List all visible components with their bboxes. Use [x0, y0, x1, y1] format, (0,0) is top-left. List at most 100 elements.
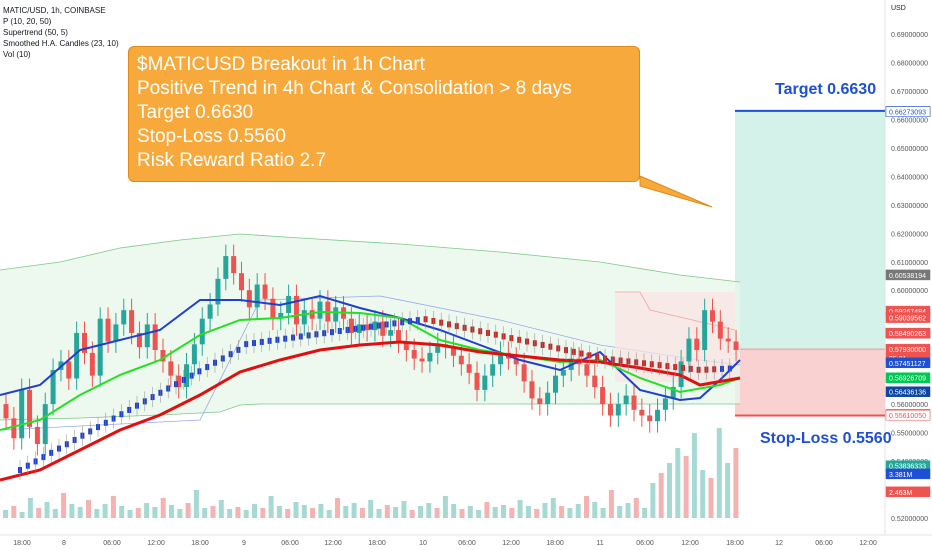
volume-bar	[675, 448, 681, 518]
volume-bar	[326, 510, 332, 518]
volume-bar	[409, 510, 415, 518]
volume-bar	[218, 500, 224, 518]
volume-bar	[343, 506, 349, 518]
candle-body	[317, 301, 323, 319]
candle-body	[733, 341, 739, 351]
candle-body	[66, 361, 72, 379]
candle-body	[152, 324, 158, 351]
volume-bar	[335, 498, 340, 518]
price-tag	[885, 357, 931, 369]
upper-envelope-line	[0, 233, 741, 283]
volume-bar	[567, 508, 573, 518]
volume-bar	[625, 503, 631, 518]
volume-bar	[202, 508, 208, 518]
volume-bar	[285, 509, 291, 518]
price-tick-label: 0.55000000	[891, 431, 928, 438]
price-tag	[885, 312, 931, 323]
target-label[interactable]: Target 0.6630	[775, 81, 877, 98]
candle-body	[82, 332, 87, 353]
candle-body	[19, 389, 25, 439]
volume-bar	[550, 498, 556, 518]
volume-bar	[19, 512, 25, 518]
price-tag-text: 0.60538194	[889, 273, 926, 280]
candle-body	[639, 409, 645, 416]
candle-body	[74, 332, 80, 379]
price-tick-label: 0.69000000	[891, 32, 928, 39]
volume-bar	[27, 498, 33, 518]
candle-body	[42, 404, 48, 444]
candle-body	[600, 387, 606, 405]
candle-body	[396, 330, 401, 342]
indicator-supertrend[interactable]: Supertrend (50, 5)	[3, 28, 68, 37]
candle-body	[521, 364, 527, 382]
price-tick-label: 0.66000000	[891, 117, 928, 124]
candle-body	[607, 404, 613, 416]
candle-body	[333, 307, 339, 322]
candle-body	[309, 310, 315, 319]
candle-body	[631, 395, 637, 410]
trade-idea-callout[interactable]: $MATICUSD Breakout in 1h Chart Positive …	[128, 46, 640, 182]
volume-bar	[467, 506, 473, 518]
candle-body	[231, 256, 237, 274]
volume-bar	[542, 503, 548, 518]
volume-bar	[210, 506, 216, 518]
volume-bar	[617, 506, 623, 518]
volume-bar	[252, 504, 257, 518]
stop-loss-label[interactable]: Stop-Loss 0.5560	[760, 430, 892, 447]
volume-bar	[318, 504, 324, 518]
price-tag	[885, 106, 931, 117]
candle-body	[623, 395, 629, 405]
candle-body	[513, 358, 519, 365]
volume-bar	[44, 502, 50, 518]
price-tag	[885, 327, 931, 339]
price-tag-text: 0.56926709	[889, 376, 926, 383]
indicator-p[interactable]: P (10, 20, 50)	[3, 17, 52, 26]
time-axis-label: 8	[62, 540, 66, 547]
candle-body	[121, 310, 127, 325]
price-tag	[885, 486, 931, 498]
volume-bar	[650, 483, 656, 518]
candle-body	[207, 304, 213, 319]
candle-body	[647, 415, 653, 422]
volume-bar	[235, 507, 241, 518]
profit-zone	[735, 110, 885, 350]
candle-body	[553, 375, 558, 393]
candle-body	[144, 324, 150, 348]
time-axis-label: 12:00	[324, 540, 342, 547]
volume-bar	[658, 473, 664, 518]
indicator-vol[interactable]: Vol (10)	[3, 50, 31, 59]
volume-bar	[185, 503, 191, 518]
time-axis-label: 12:00	[502, 540, 520, 547]
price-tag-text: 3.381M	[889, 472, 913, 479]
volume-bar	[633, 498, 639, 518]
volume-bar	[642, 508, 648, 518]
time-axis-label: 06:00	[815, 540, 833, 547]
volume-bar	[268, 496, 274, 518]
price-tag-text: 0.56436136	[889, 390, 926, 397]
candle-body	[364, 324, 370, 331]
candle-body	[592, 375, 598, 388]
time-axis-label: 12:00	[859, 540, 877, 547]
candle-body	[262, 284, 268, 299]
price-tag-text: 0.66273093	[889, 110, 926, 117]
price-tag-text: 0.55610050	[889, 413, 926, 420]
volume-bar	[127, 510, 133, 518]
time-axis-label: 12:00	[681, 540, 699, 547]
candle-body	[694, 338, 700, 351]
price-tag	[885, 269, 931, 281]
time-axis-label: 18:00	[546, 540, 564, 547]
indicator-smoothed-ha[interactable]: Smoothed H.A. Candles (23, 10)	[3, 39, 119, 48]
candle-body	[450, 347, 456, 356]
symbol-label[interactable]: MATIC/USD, 1h, COINBASE	[3, 6, 106, 15]
price-axis-currency: USD	[891, 5, 906, 12]
candle-body	[105, 318, 111, 342]
volume-bar	[193, 490, 199, 518]
volume-bar	[243, 510, 249, 518]
price-tick-label: 0.52000000	[891, 516, 928, 523]
volume-bar	[11, 506, 17, 518]
candle-body	[34, 426, 40, 444]
volume-bar	[476, 510, 482, 518]
candle-body	[50, 369, 56, 405]
ma20-line	[0, 310, 741, 431]
